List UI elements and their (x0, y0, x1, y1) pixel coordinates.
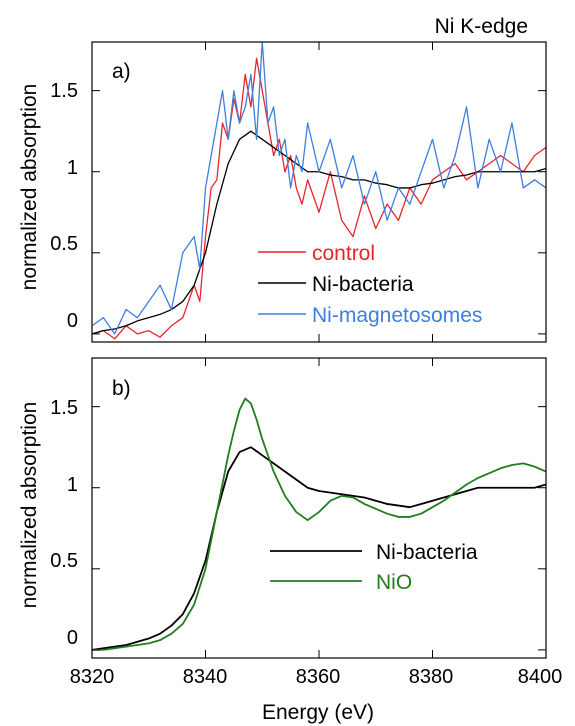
series-line-ni-magnetosomes (92, 42, 546, 335)
series-line-ni-bacteria (92, 446, 546, 651)
x-axis-label: Energy (eV) (262, 701, 374, 724)
panel-a-legend: control Ni-bacteria Ni-magnetosomes (258, 242, 482, 327)
panel-a-ytick-label: 0.5 (50, 233, 78, 255)
panel-a-label: a) (112, 60, 131, 83)
panel-a: a) normalized absorption 0 0.5 1 1.5 con… (18, 41, 547, 343)
panel-b-frame (91, 357, 547, 659)
x-tick-label: 8320 (70, 666, 115, 688)
series-line-control (92, 57, 546, 340)
legend-label-ni-bacteria-b: Ni-bacteria (376, 541, 478, 564)
panel-a-ytick-label: 1 (67, 157, 78, 179)
panel-a-yticks: 0 0.5 1 1.5 (50, 80, 78, 332)
figure-title: Ni K-edge (435, 15, 528, 38)
panel-b-label: b) (112, 377, 131, 400)
x-tick-label: 8400 (518, 666, 563, 688)
panel-b-ylabel: normalized absorption (18, 402, 41, 609)
legend-label-control: control (312, 242, 375, 265)
panel-b-xticks: 8320 8340 8360 8380 8400 (70, 666, 563, 688)
panel-b-yticks: 0 0.5 1 1.5 (50, 397, 78, 649)
legend-label-ni-bacteria: Ni-bacteria (312, 273, 414, 296)
panel-b-ytick-label: 1 (67, 474, 78, 496)
legend-label-nio: NiO (376, 571, 412, 594)
x-tick-label: 8340 (183, 666, 228, 688)
x-tick-label: 8360 (296, 666, 341, 688)
panel-b-ytick-label: 0 (67, 627, 78, 649)
panel-a-series (92, 42, 546, 340)
panel-a-ytick-label: 0 (67, 310, 78, 332)
panel-b-series (92, 397, 546, 651)
series-line-nio (92, 397, 546, 651)
panel-b-legend: Ni-bacteria NiO (270, 541, 478, 594)
panel-a-ylabel: normalized absorption (18, 84, 41, 291)
panel-b-ytick-label: 0.5 (50, 550, 78, 572)
panel-b-ytick-label: 1.5 (50, 397, 78, 419)
panel-b: b) normalized absorption 0 0.5 1 1.5 832… (18, 357, 563, 688)
panel-a-ytick-label: 1.5 (50, 80, 78, 102)
legend-label-ni-magnetosomes: Ni-magnetosomes (312, 304, 482, 327)
panel-a-frame (91, 41, 547, 343)
x-tick-label: 8380 (409, 666, 454, 688)
